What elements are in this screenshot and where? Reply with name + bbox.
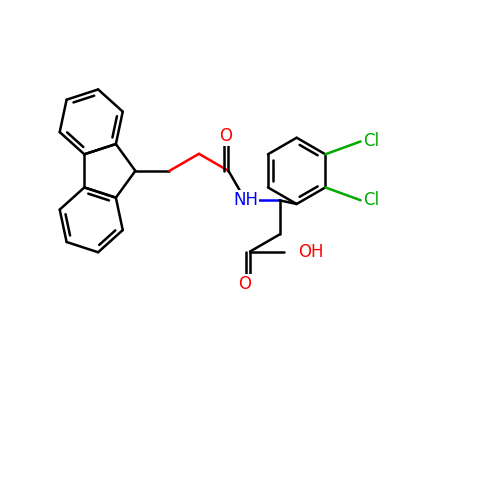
Text: Cl: Cl — [363, 133, 379, 150]
Text: Cl: Cl — [363, 191, 379, 209]
Text: O: O — [238, 275, 251, 293]
Text: OH: OH — [298, 242, 324, 261]
Text: O: O — [219, 127, 233, 145]
Text: NH: NH — [233, 192, 258, 209]
